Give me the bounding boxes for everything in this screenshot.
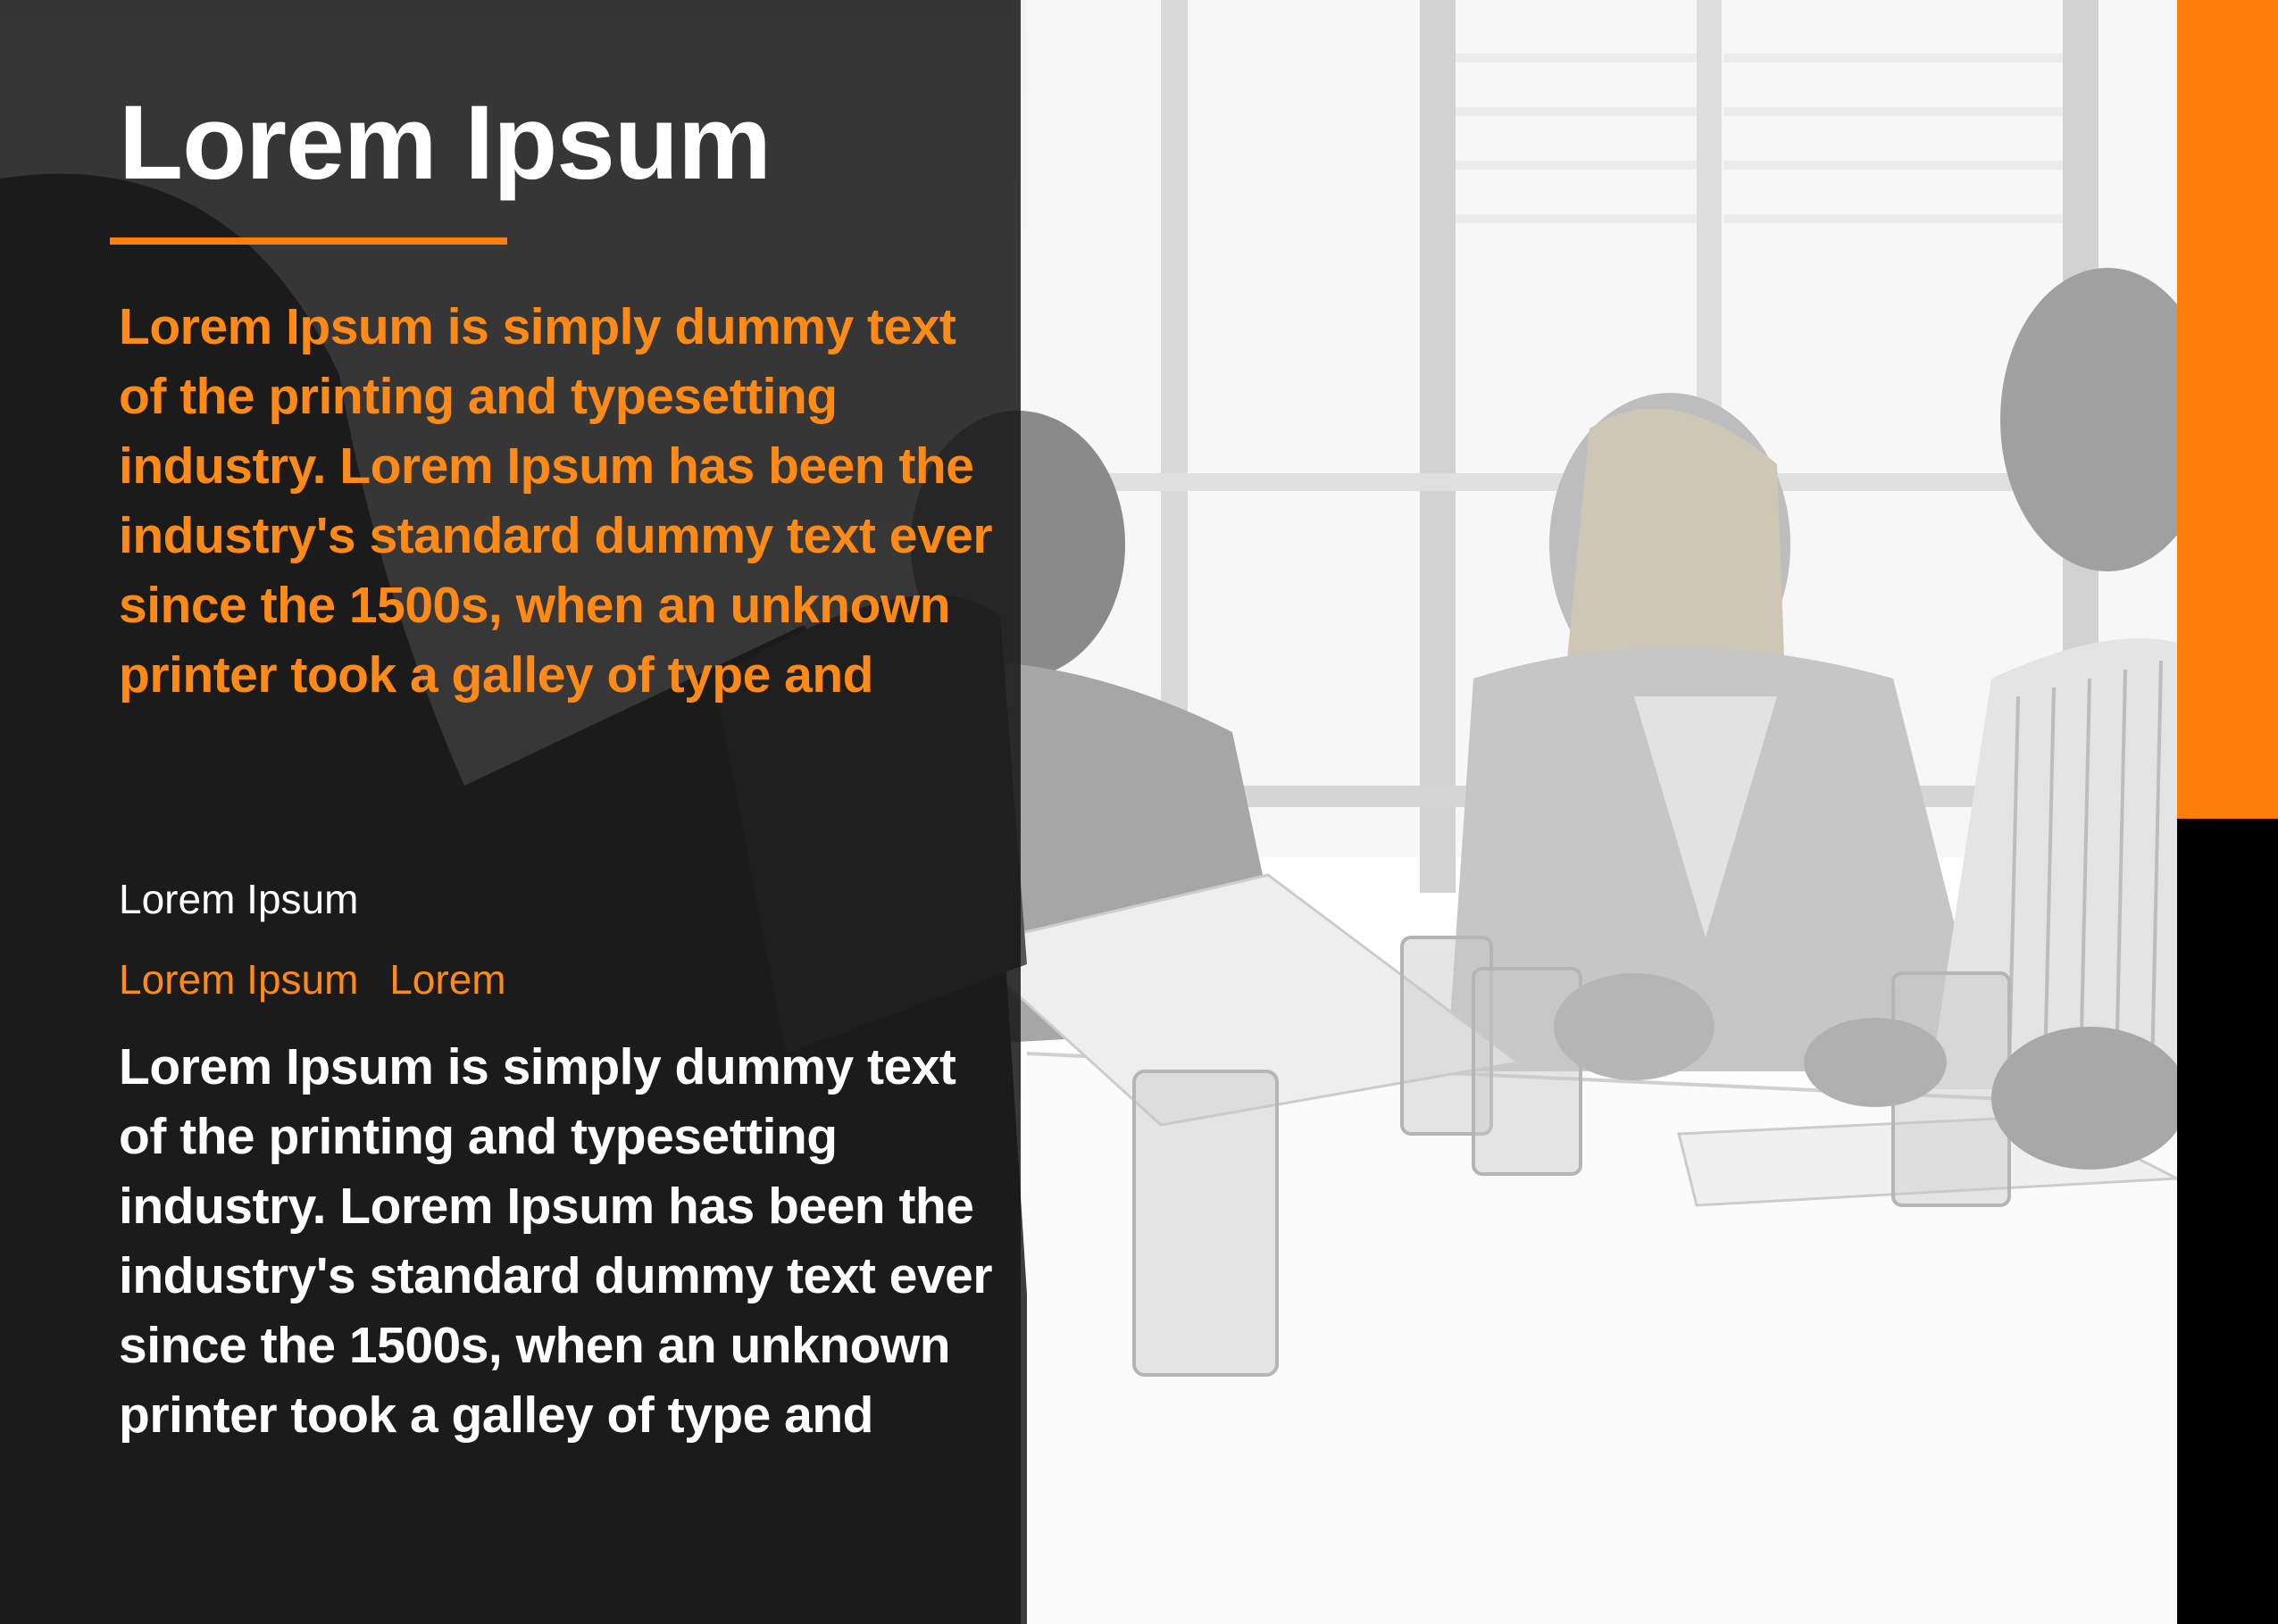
section-label: Lorem Ipsum	[119, 876, 359, 922]
link-item[interactable]: Lorem	[389, 956, 506, 1003]
body-paragraph: Lorem Ipsum is simply dummy text of the …	[119, 1038, 993, 1444]
intro-paragraph: Lorem Ipsum is simply dummy text of the …	[119, 298, 993, 704]
title-underline	[110, 237, 507, 245]
text-panel-overlay	[0, 0, 1021, 1624]
page-title: Lorem Ipsum	[119, 84, 772, 202]
accent-bar-black	[2177, 819, 2278, 1624]
link-item[interactable]: Lorem Ipsum	[119, 956, 359, 1003]
accent-bar-orange	[2177, 0, 2278, 819]
link-row: Lorem Ipsum Lorem	[119, 955, 526, 1004]
